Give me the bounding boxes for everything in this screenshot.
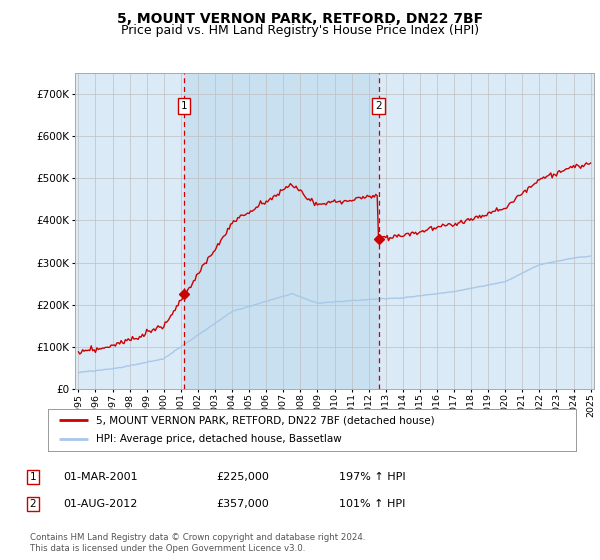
Text: £225,000: £225,000 [216,472,269,482]
Text: 1: 1 [181,101,187,111]
Text: 1: 1 [29,472,37,482]
Text: 101% ↑ HPI: 101% ↑ HPI [339,499,406,509]
Text: £357,000: £357,000 [216,499,269,509]
Text: 2: 2 [29,499,37,509]
Bar [184,73,379,389]
Text: Price paid vs. HM Land Registry's House Price Index (HPI): Price paid vs. HM Land Registry's House … [121,24,479,37]
Text: 01-AUG-2012: 01-AUG-2012 [63,499,137,509]
Text: 5, MOUNT VERNON PARK, RETFORD, DN22 7BF: 5, MOUNT VERNON PARK, RETFORD, DN22 7BF [117,12,483,26]
Text: 197% ↑ HPI: 197% ↑ HPI [339,472,406,482]
Text: Contains HM Land Registry data © Crown copyright and database right 2024.
This d: Contains HM Land Registry data © Crown c… [30,533,365,553]
Text: 2: 2 [375,101,382,111]
Text: 5, MOUNT VERNON PARK, RETFORD, DN22 7BF (detached house): 5, MOUNT VERNON PARK, RETFORD, DN22 7BF … [95,415,434,425]
Text: HPI: Average price, detached house, Bassetlaw: HPI: Average price, detached house, Bass… [95,435,341,445]
Text: 01-MAR-2001: 01-MAR-2001 [63,472,137,482]
